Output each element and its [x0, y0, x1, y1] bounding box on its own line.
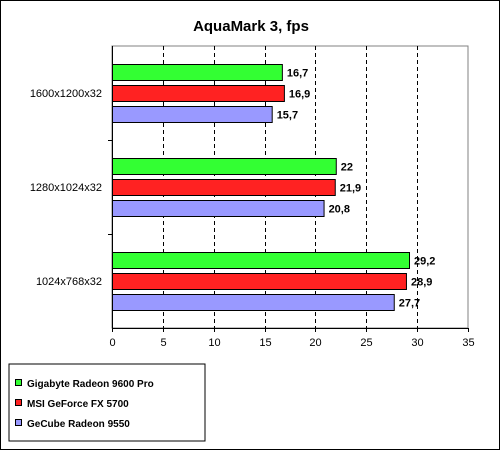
legend: Gigabyte Radeon 9600 Pro MSI GeForce FX 5… [8, 363, 206, 442]
legend-box [8, 363, 206, 442]
bars [112, 64, 411, 311]
bar [112, 64, 283, 81]
bar [112, 85, 285, 102]
data-label: 28,9 [411, 277, 432, 289]
chart-title: AquaMark 3, fps [193, 18, 309, 35]
bar [112, 158, 337, 175]
x-tick-label: 30 [411, 337, 423, 349]
legend-swatch [15, 379, 22, 386]
bar [112, 252, 411, 269]
x-tick-label: 35 [462, 337, 474, 349]
x-tick-label: 0 [109, 337, 115, 349]
data-label: 16,9 [289, 89, 310, 101]
legend-swatch [15, 419, 22, 426]
data-label: 29,2 [414, 256, 435, 268]
legend-swatch [15, 399, 22, 406]
category-label: 1024x768x32 [36, 276, 102, 288]
x-tick-label: 20 [309, 337, 321, 349]
legend-label: GeCube Radeon 9550 [27, 419, 130, 430]
bar [112, 106, 273, 123]
data-label: 27,7 [399, 298, 420, 310]
bar [112, 200, 325, 217]
data-label: 16,7 [287, 68, 308, 80]
bar [112, 179, 336, 196]
data-label: 20,8 [329, 204, 350, 216]
bar [112, 273, 407, 290]
data-label: 21,9 [340, 183, 361, 195]
x-tick-label: 25 [360, 337, 372, 349]
data-label: 22 [341, 162, 353, 174]
legend-label: Gigabyte Radeon 9600 Pro [27, 379, 154, 390]
x-tick-label: 10 [208, 337, 220, 349]
legend-label: MSI GeForce FX 5700 [27, 399, 129, 410]
category-label: 1600x1200x32 [30, 88, 102, 100]
data-label: 15,7 [277, 110, 298, 122]
x-tick-label: 5 [160, 337, 166, 349]
x-tick-label: 15 [259, 337, 271, 349]
data-labels: 16,7 16,9 15,7 22 21,9 20,8 29,2 28,9 27,7 [277, 68, 436, 310]
axes: 0 5 10 15 20 25 30 35 1600x1200x32 1280x1024x32 10… [30, 46, 475, 349]
category-label: 1280x1024x32 [30, 182, 102, 194]
bar [112, 294, 395, 311]
